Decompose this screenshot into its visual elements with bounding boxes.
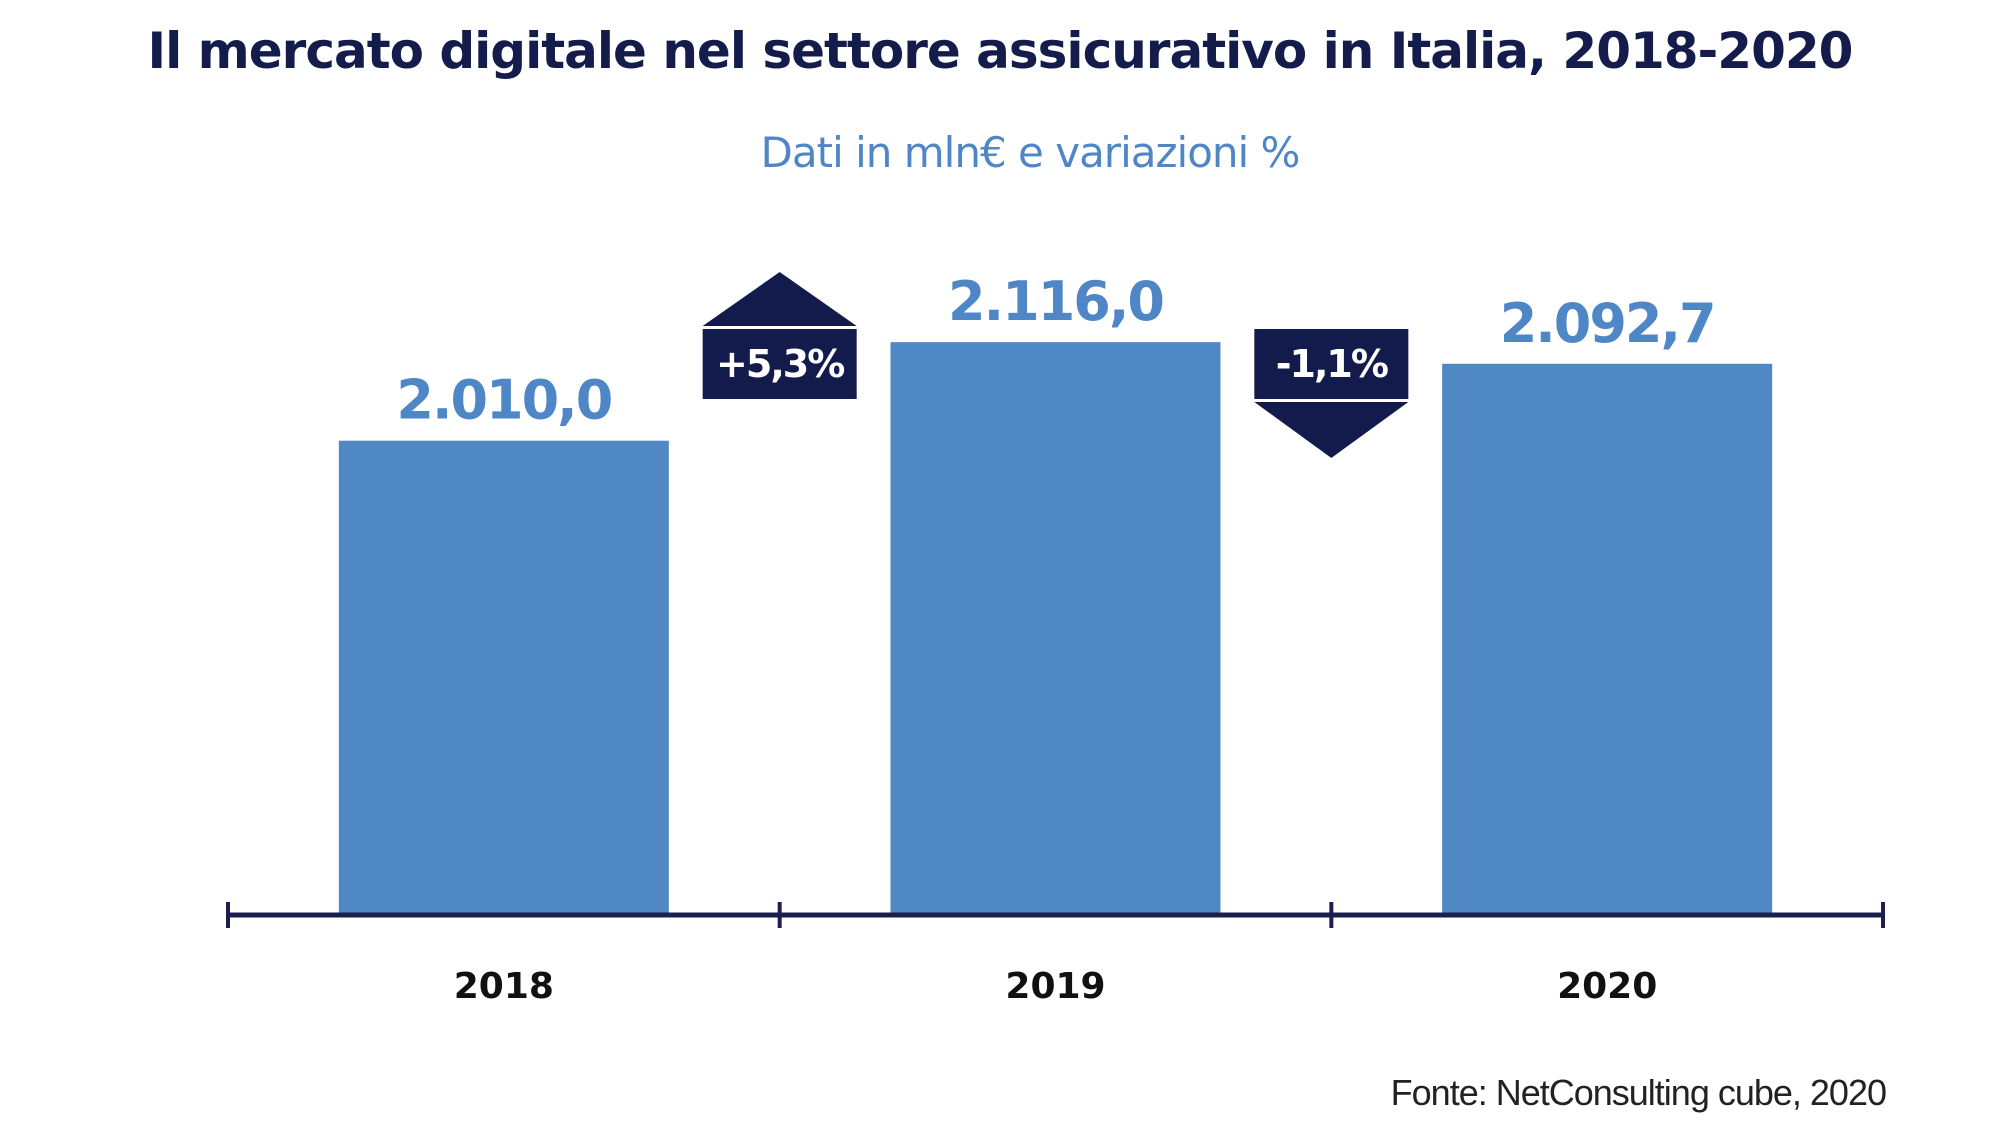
- bar-2019: [890, 342, 1221, 915]
- x-tick-label-2019: 2019: [1005, 966, 1105, 1007]
- chart-subtitle: Dati in mln€ e variazioni %: [760, 128, 1301, 177]
- arrow-up-icon: [702, 272, 857, 326]
- value-label-2020: 2.092,7: [1500, 292, 1715, 355]
- arrow-down-icon: [1254, 402, 1409, 458]
- change-label: -1,1%: [1276, 342, 1388, 386]
- chart-title: Il mercato digitale nel settore assicura…: [147, 22, 1854, 80]
- x-tick-label-2020: 2020: [1557, 966, 1657, 1007]
- value-label-2018: 2.010,0: [396, 369, 611, 432]
- change-badge: [702, 329, 857, 399]
- change-badge: [1254, 329, 1409, 399]
- bar-2018: [338, 440, 669, 915]
- source-note: Fonte: NetConsulting cube, 2020: [1390, 1072, 1887, 1113]
- change-label: +5,3%: [716, 342, 844, 386]
- x-tick-label-2018: 2018: [454, 966, 554, 1007]
- bar-2020: [1442, 363, 1773, 915]
- value-label-2019: 2.116,0: [948, 270, 1163, 333]
